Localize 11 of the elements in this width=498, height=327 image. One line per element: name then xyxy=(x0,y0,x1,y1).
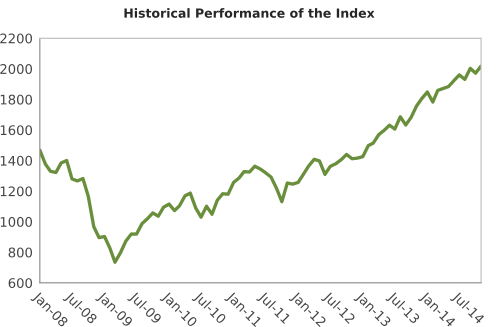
y-tick-label: 1400 xyxy=(0,156,32,166)
y-tick-label: 1600 xyxy=(0,125,32,136)
y-tick-label: 2000 xyxy=(0,64,32,74)
y-tick-label: 2200 xyxy=(0,33,32,44)
y-tick-label: 1200 xyxy=(0,186,32,196)
y-tick-label: 600 xyxy=(8,278,32,288)
y-tick-label: 1800 xyxy=(0,94,32,105)
chart-title: Historical Performance of the Index xyxy=(124,8,375,18)
y-tick-label: 1000 xyxy=(0,216,32,227)
line-series xyxy=(40,64,482,264)
y-tick-label: 800 xyxy=(8,248,32,258)
